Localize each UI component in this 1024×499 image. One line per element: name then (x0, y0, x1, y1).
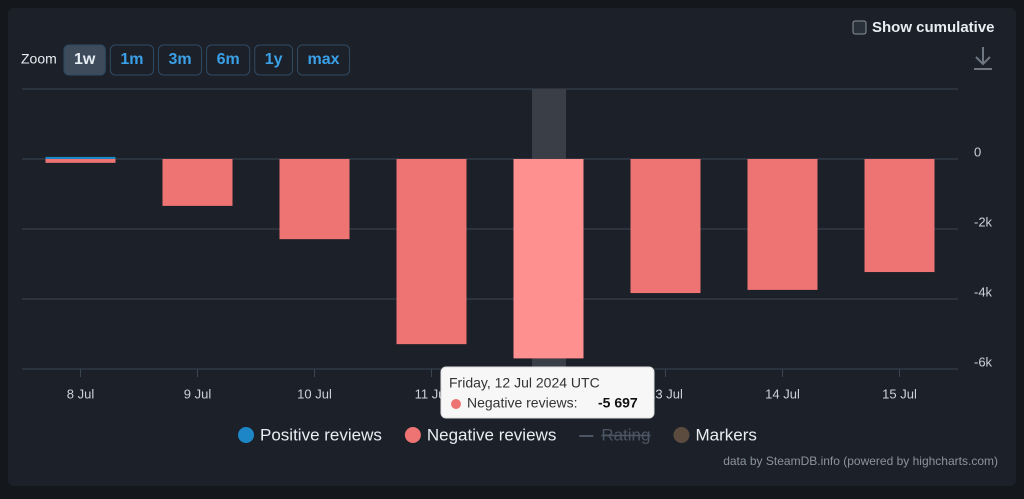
legend: Positive reviews Negative reviews Rating Ma… (238, 425, 757, 444)
zoom-button[interactable] (297, 44, 351, 76)
zoom-button[interactable] (63, 44, 106, 76)
tooltip-title: Friday, 12 Jul 2024 UTC (449, 375, 600, 391)
y-tick-label: -6k (974, 354, 993, 369)
legend-label[interactable]: Markers (695, 425, 756, 444)
bar (45, 156, 116, 159)
bar (279, 159, 350, 240)
zoom-button[interactable] (157, 44, 203, 76)
legend-label[interactable]: Rating (601, 425, 650, 444)
bar (747, 159, 818, 290)
x-tick-label: 14 Jul (765, 386, 800, 401)
zoom-button-label[interactable]: 1m (120, 51, 143, 68)
legend-symbol (238, 427, 254, 443)
bar (396, 159, 467, 345)
legend-symbol (404, 427, 421, 443)
tooltip-value: -5 697 (598, 395, 638, 411)
legend-symbol (673, 427, 690, 443)
y-tick-label: -4k (974, 284, 993, 299)
bar (162, 159, 233, 206)
x-tick-label: 9 Jul (184, 386, 212, 401)
bars (45, 156, 935, 359)
x-tick-label: 8 Jul (67, 386, 95, 401)
bar (513, 159, 584, 359)
legend-label[interactable]: Negative reviews (427, 425, 556, 444)
zoom-button-label[interactable]: max (308, 51, 340, 68)
zoom-button[interactable] (109, 44, 154, 76)
zoom-buttons: 1w 1m 3m 6m 1y max (63, 44, 351, 76)
bar (864, 159, 935, 273)
checkbox[interactable] (852, 20, 867, 35)
zoom-button[interactable] (254, 44, 294, 76)
bar (45, 159, 116, 163)
download-icon[interactable] (974, 47, 992, 70)
cumulative-label[interactable]: Show cumulative (872, 19, 995, 36)
y-tick-label: 0 (974, 144, 981, 159)
zoom-button-label[interactable]: 1w (74, 51, 96, 68)
x-tick-label: 10 Jul (297, 386, 332, 401)
legend-label[interactable]: Positive reviews (260, 425, 382, 444)
panel (8, 8, 1016, 486)
zoom-button[interactable] (206, 44, 251, 76)
tooltip: Friday, 12 Jul 2024 UTC Negative reviews… (440, 366, 655, 419)
zoom-label: Zoom (21, 51, 57, 67)
x-tick-label: 11 Jul (415, 386, 449, 401)
tooltip-box (440, 366, 655, 419)
credits: data by SteamDB.info (powered by highcha… (723, 454, 998, 468)
zoom-button-label[interactable]: 6m (217, 51, 240, 68)
tooltip-dot (451, 399, 461, 409)
x-tick-label: 13 Jul (648, 386, 683, 401)
y-tick-label: -2k (974, 214, 993, 229)
zoom-button-label[interactable]: 3m (168, 51, 191, 68)
bar (630, 159, 701, 294)
tooltip-label: Negative reviews: (467, 395, 578, 411)
x-tick-label: 15 Jul (882, 386, 917, 401)
zoom-button-label[interactable]: 1y (265, 51, 283, 68)
